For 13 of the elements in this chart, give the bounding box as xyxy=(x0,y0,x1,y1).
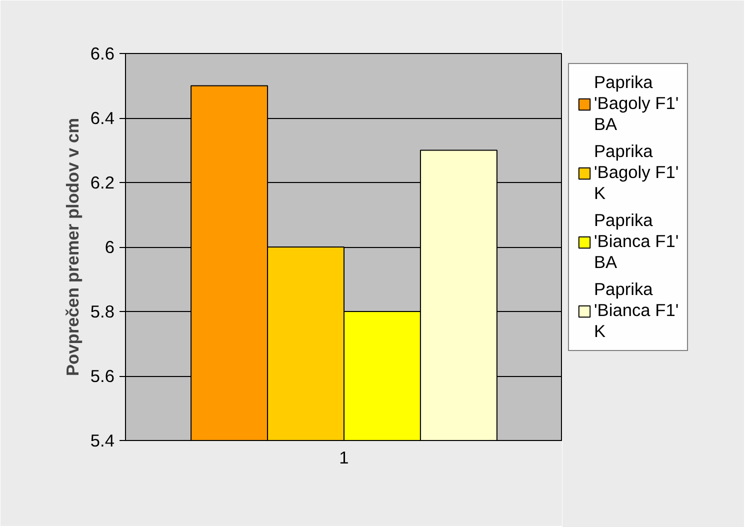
y-tick-label: 6 xyxy=(104,237,115,257)
legend-label: Paprika 'Bianca F1' BA xyxy=(594,210,679,273)
y-axis-title: Povprečen premer plodov v cm xyxy=(62,118,82,376)
y-tick-label: 5.6 xyxy=(90,366,115,386)
x-tick-label: 1 xyxy=(339,448,349,468)
legend-label: Paprika 'Bagoly F1' BA xyxy=(594,72,679,135)
legend-label: Paprika 'Bagoly F1' K xyxy=(594,141,679,204)
y-tick-label: 6.2 xyxy=(90,172,115,192)
y-tick-label: 5.8 xyxy=(90,302,115,322)
y-tick-label: 6.4 xyxy=(90,108,115,128)
legend-label: Paprika 'Bianca F1' K xyxy=(594,279,679,342)
y-tick-label: 6.6 xyxy=(90,44,115,64)
y-tick-label: 5.4 xyxy=(90,430,115,450)
